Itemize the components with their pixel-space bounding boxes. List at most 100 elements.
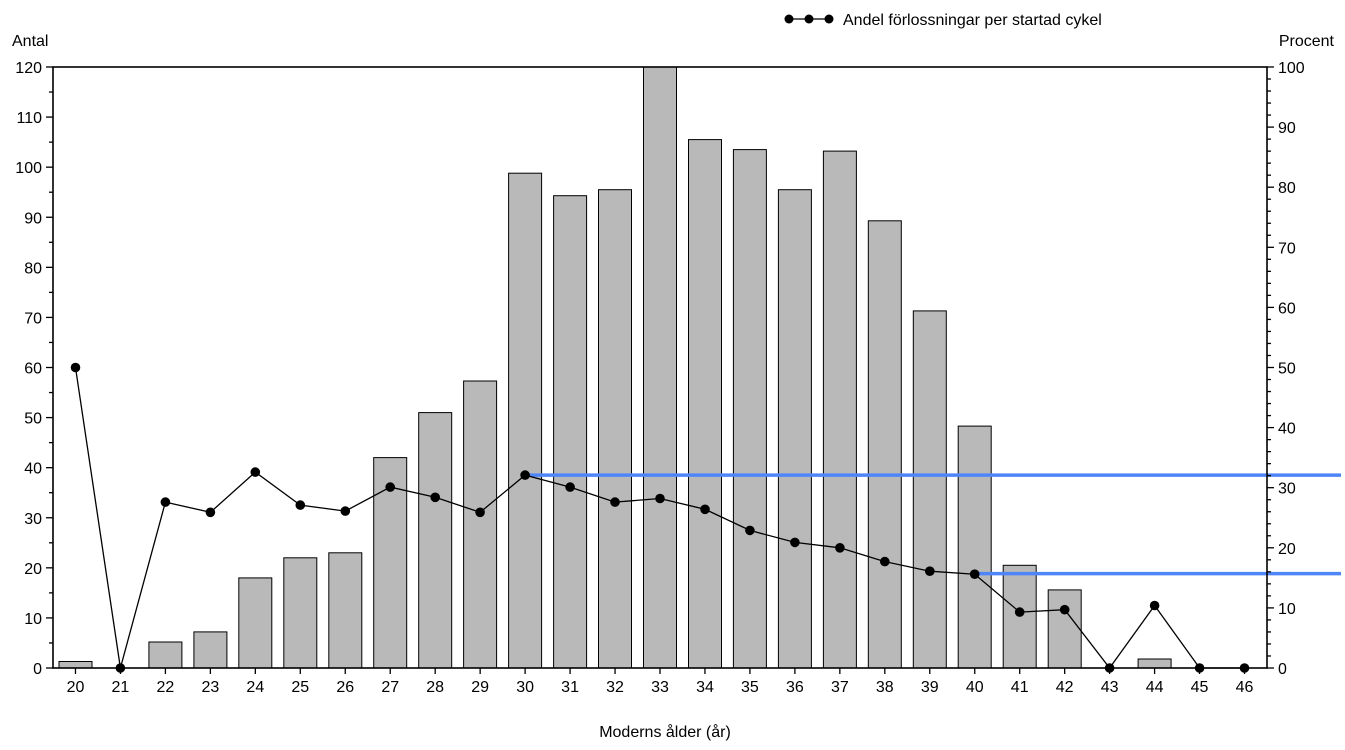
right-tick-label: 80 xyxy=(1278,180,1296,197)
bar-20 xyxy=(58,661,93,669)
series-point-33 xyxy=(655,493,665,504)
x-tick-label: 33 xyxy=(651,679,669,696)
left-tick-label: 120 xyxy=(15,60,42,77)
left-tick-label: 50 xyxy=(24,411,42,428)
right-tick-label: 30 xyxy=(1278,481,1296,498)
bar-25 xyxy=(283,557,318,669)
series-point-27 xyxy=(385,482,396,492)
right-tick-label: 100 xyxy=(1278,60,1305,77)
left-tick-label: 0 xyxy=(33,661,42,678)
x-tick-label: 40 xyxy=(966,679,984,696)
axes-group: 0 10 20 30 40 50 60 70 80 90 100 110 120 0 10 20 30 40 50 6… xyxy=(15,60,1305,696)
left-axis-label: Antal xyxy=(12,33,48,50)
x-tick-label: 41 xyxy=(1011,679,1029,696)
series-point-31 xyxy=(565,482,575,492)
series-point-38 xyxy=(880,556,890,567)
x-tick-label: 27 xyxy=(381,679,399,696)
x-tick-label: 31 xyxy=(561,679,579,696)
left-tick-label: 80 xyxy=(24,260,42,277)
series-point-44 xyxy=(1149,600,1160,611)
legend-marker xyxy=(804,14,814,24)
x-tick-label: 21 xyxy=(112,679,130,696)
x-axis-label: Moderns ålder (år) xyxy=(599,723,731,741)
bar-40 xyxy=(957,425,992,669)
legend-marker xyxy=(824,14,834,24)
left-tick-label: 100 xyxy=(15,160,42,177)
bar-36 xyxy=(777,189,812,669)
left-tick-label: 110 xyxy=(16,110,42,127)
bar-39 xyxy=(912,310,947,669)
series-point-37 xyxy=(835,543,845,553)
bar-28 xyxy=(418,412,453,669)
series-point-39 xyxy=(925,566,935,576)
series-point-25 xyxy=(295,500,306,510)
right-tick-label: 0 xyxy=(1278,661,1287,678)
left-tick-label: 30 xyxy=(24,511,42,528)
x-tick-label: 32 xyxy=(606,679,624,696)
reference-lines-group xyxy=(525,473,1341,576)
legend-label: Andel förlossningar per startad cykel xyxy=(843,12,1102,29)
bar-37 xyxy=(822,150,857,669)
right-tick-label: 90 xyxy=(1278,120,1296,137)
left-tick-label: 60 xyxy=(24,361,42,378)
left-tick-label: 70 xyxy=(24,310,42,327)
series-point-42 xyxy=(1059,604,1070,615)
bar-35 xyxy=(732,149,767,669)
series-point-23 xyxy=(205,507,216,518)
x-tick-label: 25 xyxy=(291,679,309,696)
x-tick-label: 43 xyxy=(1101,679,1119,696)
series-point-32 xyxy=(610,497,620,507)
x-tick-label: 22 xyxy=(157,679,175,696)
right-tick-label: 10 xyxy=(1278,601,1296,618)
series-point-22 xyxy=(160,497,171,507)
left-tick-label: 90 xyxy=(24,210,42,227)
x-tick-label: 37 xyxy=(831,679,849,696)
x-tick-label: 45 xyxy=(1191,679,1209,696)
bar-32 xyxy=(598,189,632,669)
bar-44 xyxy=(1137,658,1172,669)
series-point-26 xyxy=(340,506,351,516)
x-tick-label: 30 xyxy=(516,679,534,696)
right-tick-label: 50 xyxy=(1278,361,1296,378)
bar-33 xyxy=(643,66,677,669)
bar-24 xyxy=(238,577,273,669)
series-point-34 xyxy=(700,504,710,515)
series-point-28 xyxy=(430,492,441,503)
x-tick-label: 20 xyxy=(67,679,85,696)
left-tick-label: 10 xyxy=(24,611,42,628)
series-point-41 xyxy=(1014,607,1025,617)
right-tick-label: 20 xyxy=(1278,541,1296,558)
bar-29 xyxy=(463,380,498,669)
x-tick-label: 42 xyxy=(1056,679,1074,696)
x-tick-label: 23 xyxy=(201,679,219,696)
x-tick-label: 24 xyxy=(246,679,264,696)
right-tick-label: 40 xyxy=(1278,421,1296,438)
bar-26 xyxy=(328,552,363,669)
series-point-36 xyxy=(790,537,800,548)
x-tick-label: 46 xyxy=(1236,679,1254,696)
x-tick-label: 29 xyxy=(471,679,489,696)
right-tick-label: 70 xyxy=(1278,240,1296,257)
x-tick-label: 26 xyxy=(336,679,354,696)
x-tick-label: 39 xyxy=(921,679,939,696)
bar-34 xyxy=(688,139,722,669)
x-tick-label: 38 xyxy=(876,679,894,696)
bar-38 xyxy=(867,220,902,669)
x-tick-label: 35 xyxy=(741,679,759,696)
bar-30 xyxy=(508,172,543,669)
bar-23 xyxy=(193,631,228,669)
series-point-24 xyxy=(250,467,261,477)
series-point-29 xyxy=(475,507,485,518)
bars-group xyxy=(58,66,1172,669)
series-point-30 xyxy=(520,470,530,480)
left-tick-label: 20 xyxy=(24,561,42,578)
x-tick-label: 36 xyxy=(786,679,804,696)
series-point-20 xyxy=(70,362,81,373)
line-series-group xyxy=(70,362,1250,673)
bar-22 xyxy=(148,641,183,669)
bar-42 xyxy=(1047,589,1082,669)
right-tick-label: 60 xyxy=(1278,300,1296,317)
left-tick-label: 40 xyxy=(24,461,42,478)
series-point-40 xyxy=(969,569,980,579)
